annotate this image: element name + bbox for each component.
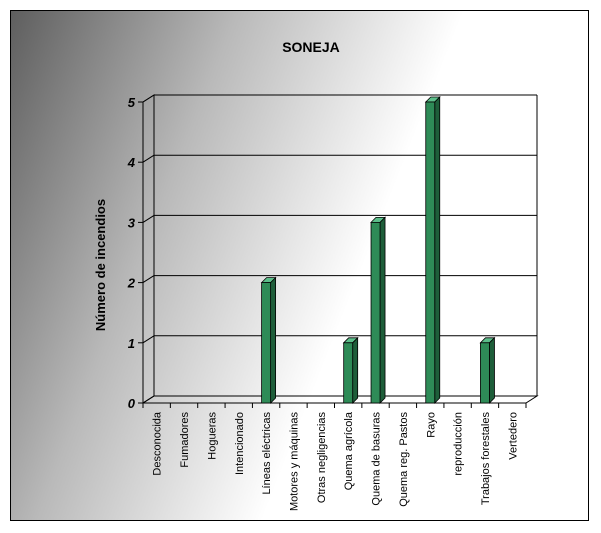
x-tick-label: Motores y máquinas [288, 412, 300, 512]
y-tick-label: 0 [128, 396, 136, 411]
x-tick-label: Hogueras [206, 412, 218, 460]
y-tick-label: 4 [127, 155, 136, 170]
y-tick-label: 3 [128, 215, 136, 230]
x-tick-label: Quema de basuras [371, 412, 383, 506]
gridline-side [142, 335, 155, 344]
gridline-side [142, 94, 155, 103]
x-tick-label: Quema agrícola [343, 411, 355, 490]
bar-side [352, 336, 359, 404]
y-tick-label: 1 [128, 336, 135, 351]
bar-side [434, 96, 441, 404]
x-tick-label: Rayo [425, 412, 437, 438]
plot-area: 0 1 2 3 4 5 Desconocida Fumadores Hogueras Intenc… [127, 94, 539, 512]
x-tick-label: Quema reg. Pastos [398, 412, 410, 507]
chart-svg: SONEJA Número de incendios 0 1 2 3 4 5 Descono… [10, 10, 589, 521]
y-tick-label: 5 [128, 95, 136, 110]
gridline-side [142, 214, 155, 223]
x-tick-label: reproducción [453, 412, 465, 476]
bar-side [270, 276, 277, 404]
gridline-side [142, 275, 155, 284]
bar [343, 342, 354, 404]
bar [425, 101, 436, 404]
x-tick-label: Vertedero [507, 412, 519, 460]
x-tick-label: Intencionado [234, 412, 246, 475]
bar [480, 342, 490, 404]
y-tick-label: 2 [127, 276, 136, 291]
x-tick-label: Desconocida [152, 411, 164, 475]
x-tick-label: Líneas eléctricas [261, 412, 273, 495]
x-tick-label: Otras negligencias [316, 412, 328, 504]
bar [370, 221, 381, 404]
x-tick-label: Trabajos forestales [480, 412, 492, 506]
bar-side [379, 216, 386, 404]
gridline-side [142, 154, 155, 163]
chart-frame: SONEJA Número de incendios 0 1 2 3 4 5 Descono… [10, 10, 589, 521]
bar [261, 282, 272, 404]
y-axis-label: Número de incendios [93, 199, 108, 331]
gridline-side [142, 395, 155, 404]
x-tick-label: Fumadores [179, 412, 191, 468]
bar-side [489, 336, 495, 404]
chart-title: SONEJA [282, 39, 340, 55]
